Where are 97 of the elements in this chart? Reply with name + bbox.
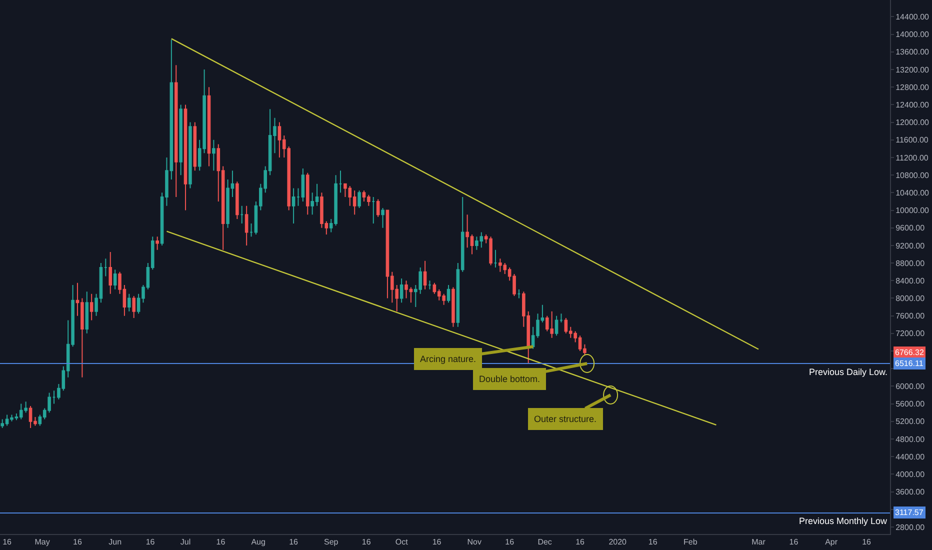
candlestick	[108, 252, 112, 294]
x-tick-label: Jul	[180, 538, 191, 547]
y-tick-label: 8400.00	[896, 276, 926, 286]
annotation: 3117.57	[895, 508, 924, 517]
x-tick-label: Sep	[324, 538, 339, 547]
candlestick	[517, 288, 521, 299]
x-tick-label: 16	[648, 538, 658, 547]
x-tick-label: 16	[505, 538, 515, 547]
y-tick-label: 11600.00	[896, 136, 929, 145]
x-tick-label: Dec	[538, 538, 552, 547]
y-tick-label: 14400.00	[896, 12, 930, 22]
candlestick	[446, 284, 450, 304]
candlestick	[452, 286, 455, 328]
y-tick-label: 9200.00	[896, 241, 926, 250]
candlestick	[306, 172, 310, 216]
y-tick-label: 13600.00	[896, 48, 930, 57]
ref-line-label: Previous Monthly Low	[799, 516, 888, 526]
candlestick	[358, 190, 361, 209]
candlestick	[554, 315, 558, 336]
x-tick-label: Mar	[752, 538, 766, 547]
candlestick	[560, 313, 563, 323]
x-tick-label: Apr	[825, 538, 838, 547]
candlestick	[179, 104, 182, 176]
y-tick-label: 10000.00	[896, 206, 930, 216]
annotation: 6516.11	[895, 359, 924, 368]
candlestick	[236, 181, 239, 220]
y-tick-label: 3600.00	[896, 488, 926, 497]
y-tick-label: 7200.00	[896, 329, 926, 338]
candlestick	[207, 86, 211, 167]
annotation: Arcing nature.	[420, 354, 476, 364]
x-tick-label: 16	[432, 538, 442, 547]
y-tick-label: 12800.00	[896, 82, 930, 92]
y-tick-label: 5200.00	[896, 417, 926, 426]
x-tick-label: 16	[289, 538, 299, 547]
annotation: 6766.32	[895, 348, 924, 357]
x-tick-label: Oct	[395, 538, 409, 547]
x-tick-label: Aug	[251, 538, 266, 547]
y-tick-label: 12400.00	[896, 100, 930, 110]
candlestick	[423, 260, 427, 290]
candlestick	[376, 198, 380, 218]
candlestick	[113, 269, 117, 290]
y-tick-label: 6000.00	[896, 382, 926, 391]
candlestick	[104, 258, 108, 277]
x-tick-label: 16	[216, 538, 226, 547]
x-tick-label: Jun	[108, 538, 122, 547]
candlestick	[244, 205, 248, 246]
candlestick	[400, 278, 404, 304]
y-tick-label: 10800.00	[896, 170, 930, 180]
candlestick	[301, 168, 305, 202]
candlestick	[296, 188, 300, 206]
x-tick-label: 16	[862, 538, 872, 547]
x-tick-label: Nov	[467, 538, 482, 547]
y-tick-label: 14000.00	[896, 30, 930, 40]
y-tick-label: 10400.00	[896, 188, 930, 198]
candlestick	[292, 188, 296, 224]
y-tick-label: 2800.00	[896, 522, 926, 532]
x-tick-label: 2020	[608, 538, 628, 547]
candlestick	[240, 205, 244, 224]
ref-line-label: Previous Daily Low.	[809, 367, 888, 377]
y-tick-label: 8000.00	[896, 294, 926, 304]
x-tick-label: 16	[73, 538, 82, 547]
candlestick	[132, 296, 136, 319]
candlestick	[85, 291, 89, 334]
y-tick-label: 4800.00	[896, 434, 926, 444]
candlestick	[428, 280, 432, 290]
y-tick-label: 9600.00	[896, 224, 926, 233]
y-tick-label: 4400.00	[896, 452, 926, 462]
candlestick	[372, 196, 376, 224]
x-tick-label: 16	[576, 538, 586, 547]
y-tick-label: 12000.00	[896, 118, 930, 128]
candlestick	[128, 293, 131, 312]
x-tick-label: May	[34, 538, 50, 547]
y-tick-label: 11200.00	[896, 153, 929, 162]
candlestick	[156, 236, 159, 250]
candlestick	[188, 122, 192, 189]
candlestick	[174, 64, 178, 198]
x-tick-label: 16	[362, 538, 372, 547]
x-tick-label: Feb	[684, 538, 698, 547]
y-tick-label: 7600.00	[896, 312, 926, 321]
candlestick	[212, 139, 216, 172]
annotation: Outer structure.	[534, 414, 597, 424]
candlestick	[193, 122, 197, 172]
y-tick-label: 4000.00	[896, 470, 926, 479]
candlestick	[494, 249, 498, 268]
y-tick-label: 5600.00	[896, 400, 926, 409]
x-tick-label: 16	[2, 538, 12, 547]
candlestick	[90, 293, 94, 321]
candlestick	[381, 208, 384, 228]
candlestick	[250, 222, 253, 238]
annotation: Double bottom.	[479, 374, 540, 384]
y-tick-label: 13200.00	[896, 65, 930, 74]
candlestick	[184, 104, 188, 211]
candlestick	[338, 170, 342, 194]
x-tick-label: 16	[789, 538, 799, 547]
y-tick-label: 8800.00	[896, 258, 926, 268]
x-tick-label: 16	[146, 538, 156, 547]
candlestick	[52, 390, 56, 404]
